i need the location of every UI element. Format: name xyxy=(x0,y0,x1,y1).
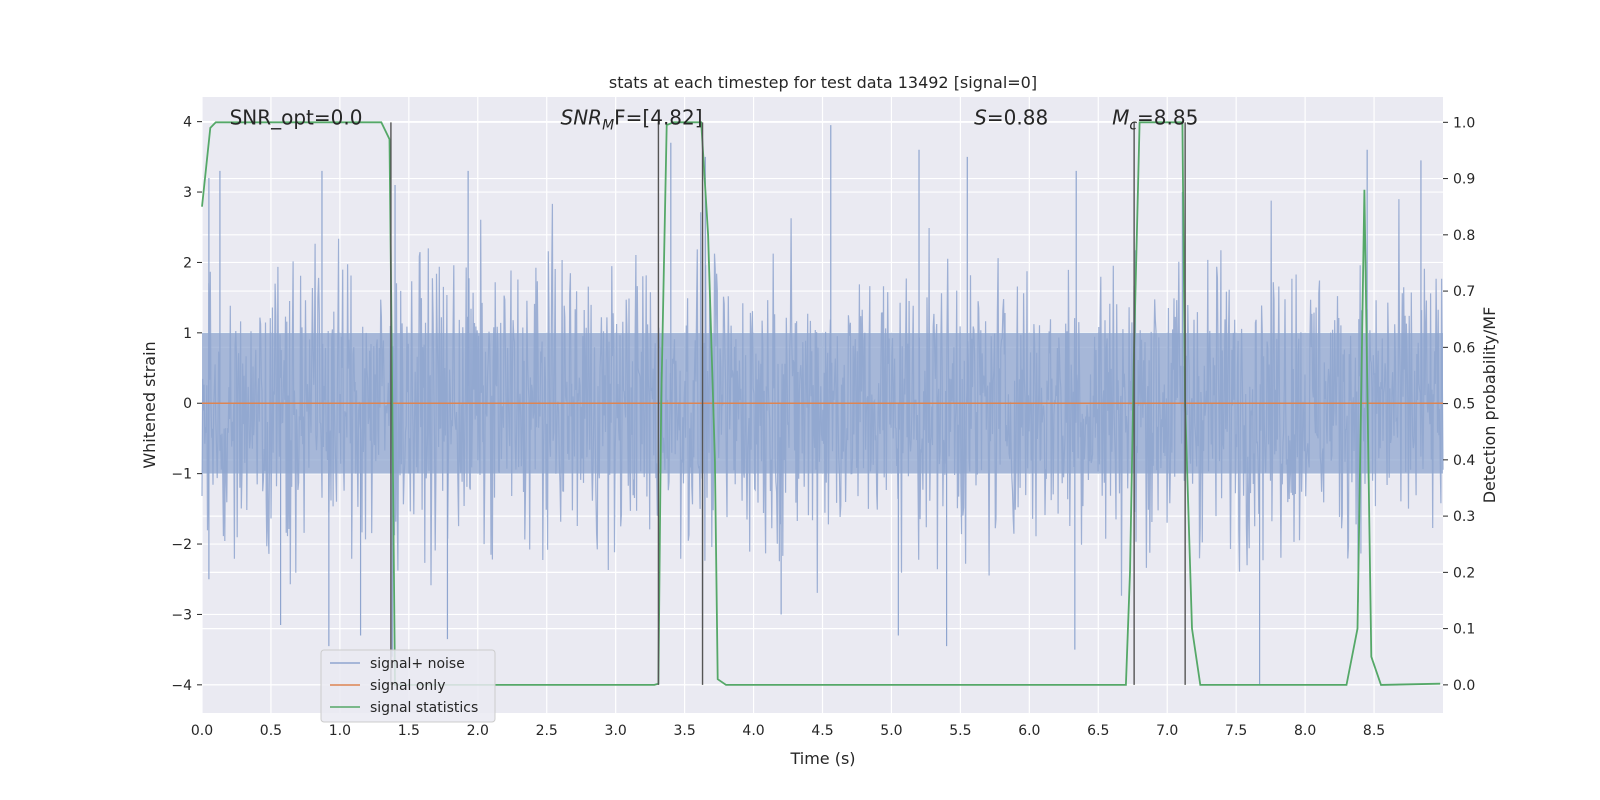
x-tick-label: 5.5 xyxy=(949,723,971,739)
y2-tick-label: 0.9 xyxy=(1453,172,1475,188)
y-tick-label: 0 xyxy=(183,396,192,412)
signal-statistics-line xyxy=(201,121,1441,686)
x-tick-label: 1.0 xyxy=(329,723,351,739)
legend-label-signal: signal only xyxy=(370,678,445,694)
y-tick-label: −1 xyxy=(171,467,192,483)
y2-tick-label: 1.0 xyxy=(1453,115,1475,131)
x-tick-label: 2.0 xyxy=(467,723,489,739)
chart-title: stats at each timestep for test data 134… xyxy=(609,73,1037,92)
annotations: SNR_opt=0.0 SNRMF=[4.82] S=0.88 Mc=8.85 xyxy=(230,106,1199,134)
annotation-3: Mc=8.85 xyxy=(1112,106,1198,134)
legend-label-noise: signal+ noise xyxy=(370,656,465,672)
y-tick-label: 4 xyxy=(183,115,192,131)
y-tick-label: −4 xyxy=(171,678,192,694)
y2-tick-label: 0.1 xyxy=(1453,622,1475,638)
x-axis-label: Time (s) xyxy=(789,749,855,768)
x-tick-label: 8.0 xyxy=(1294,723,1316,739)
x-tick-label: 7.5 xyxy=(1225,723,1247,739)
y2-axis-label: Detection probability/MF xyxy=(1480,307,1499,504)
x-tick-label: 1.5 xyxy=(398,723,420,739)
legend-label-stats: signal statistics xyxy=(370,700,478,716)
x-tick-label: 6.0 xyxy=(1018,723,1040,739)
x-tick-label: 4.0 xyxy=(742,723,764,739)
x-tick-label: 3.5 xyxy=(673,723,695,739)
legend-box xyxy=(320,649,496,723)
y-tick-label: 1 xyxy=(183,326,192,342)
y-tick-label: −3 xyxy=(171,607,192,623)
y2-tick-label: 0.3 xyxy=(1453,509,1475,525)
y-tick-label: 3 xyxy=(183,185,192,201)
y2-tick-label: 0.2 xyxy=(1453,565,1475,581)
x-tick-label: 0.5 xyxy=(260,723,282,739)
event-vlines xyxy=(390,122,1186,685)
y2-tick-label: 0.6 xyxy=(1453,340,1475,356)
axes: 0.0 0.5 1.0 1.5 2.0 2.5 3.0 3.5 4.0 4.5 5.0 5.5 6.0 6… xyxy=(171,115,1475,739)
x-tick-label: 2.5 xyxy=(536,723,558,739)
x-tick-label: 5.0 xyxy=(880,723,902,739)
x-tick-label: 3.0 xyxy=(605,723,627,739)
y2-tick-label: 0.5 xyxy=(1453,397,1475,413)
y-tick-label: 2 xyxy=(183,255,192,271)
y2-tick-label: 0.4 xyxy=(1453,453,1475,469)
y2-tick-label: 0.0 xyxy=(1453,678,1475,694)
x-tick-label: 0.0 xyxy=(191,723,213,739)
x-tick-label: 6.5 xyxy=(1087,723,1109,739)
y2-tick-label: 0.7 xyxy=(1453,284,1475,300)
y2-tick-label: 0.8 xyxy=(1453,228,1475,244)
x-tick-label: 4.5 xyxy=(811,723,833,739)
legend: signal+ noise signal only signal statist… xyxy=(320,649,496,723)
y-tick-label: −2 xyxy=(171,537,192,553)
x-tick-label: 8.5 xyxy=(1363,723,1385,739)
annotation-1: SNRMF=[4.82] xyxy=(561,106,703,134)
annotation-2: S=0.88 xyxy=(974,106,1048,130)
series-lines xyxy=(201,121,1443,686)
annotation-0: SNR_opt=0.0 xyxy=(230,106,363,130)
y-axis-label: Whitened strain xyxy=(140,341,159,468)
x-tick-label: 7.0 xyxy=(1156,723,1178,739)
